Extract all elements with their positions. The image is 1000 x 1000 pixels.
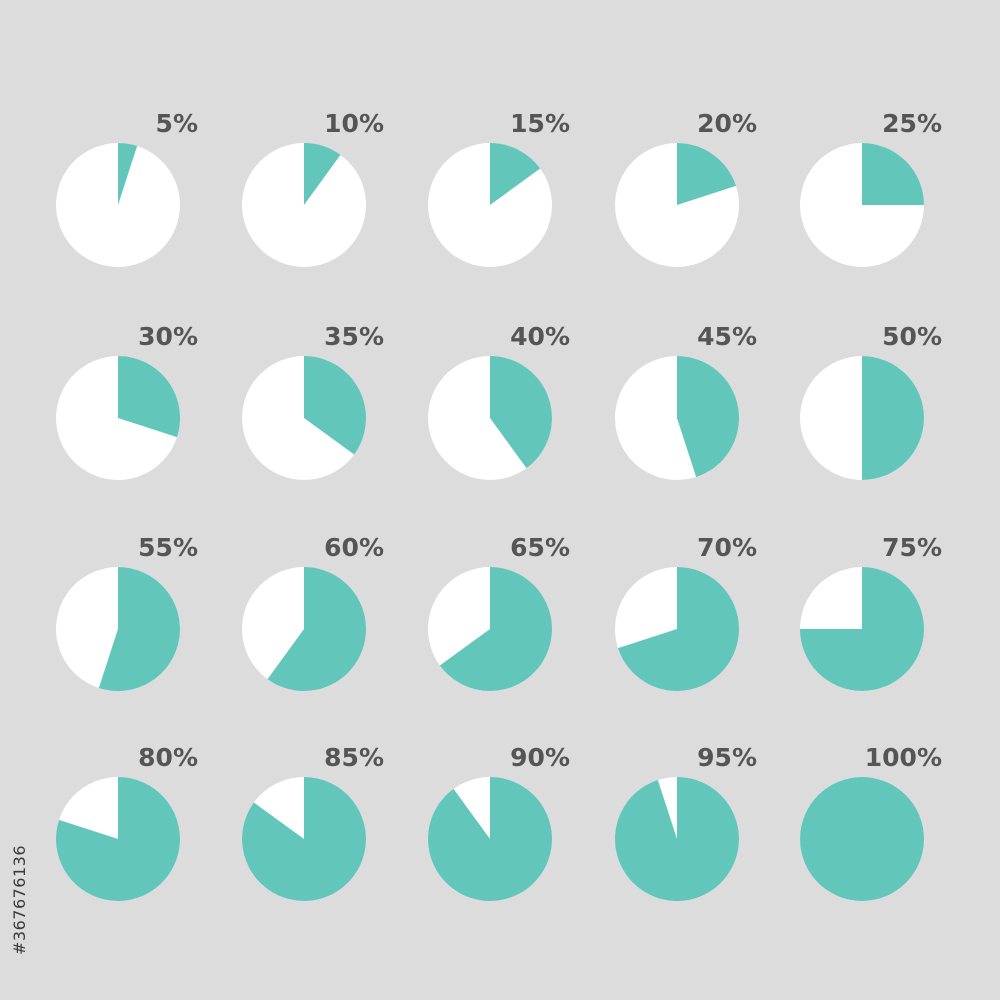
percent-label: 35% (324, 322, 384, 351)
pie-chart-65: 65% (428, 533, 570, 691)
pie-chart-20: 20% (615, 109, 757, 267)
percent-label: 55% (138, 533, 198, 562)
percent-label: 15% (510, 109, 570, 138)
pie-chart-35: 35% (242, 322, 384, 480)
pie-chart-5: 5% (56, 109, 198, 267)
percent-label: 10% (324, 109, 384, 138)
pie-filled-slice (242, 777, 367, 901)
pie-filled-slice (304, 143, 341, 205)
stock-id-watermark: #367676136 (10, 844, 29, 955)
pie-chart-45: 45% (615, 322, 757, 480)
pie-filled-slice (118, 143, 138, 205)
pie-chart-85: 85% (242, 743, 384, 901)
pie-filled-slice (800, 777, 924, 901)
pie-filled-slice (304, 356, 366, 455)
percent-label: 95% (697, 743, 757, 772)
pie-filled-slice (490, 356, 552, 469)
pie-chart-90: 90% (428, 743, 570, 901)
percent-label: 30% (138, 322, 198, 351)
pie-filled-slice (862, 143, 924, 205)
pie-filled-slice (98, 567, 180, 691)
percent-label: 60% (324, 533, 384, 562)
pie-chart-100: 100% (800, 743, 942, 901)
percent-label: 100% (865, 743, 942, 772)
pie-filled-slice (862, 356, 924, 480)
percent-label: 40% (510, 322, 570, 351)
pie-filled-slice (614, 777, 739, 902)
percent-label: 85% (324, 743, 384, 772)
percent-label: 50% (882, 322, 942, 351)
pie-chart-95: 95% (614, 743, 757, 902)
percent-label: 90% (510, 743, 570, 772)
pie-filled-slice (490, 143, 541, 205)
pie-filled-slice (618, 567, 739, 691)
pie-chart-70: 70% (615, 533, 757, 691)
pie-filled-slice (677, 355, 740, 477)
pie-chart-50: 50% (800, 322, 942, 480)
percent-label: 65% (510, 533, 570, 562)
pie-chart-80: 80% (55, 743, 198, 901)
percent-label: 80% (138, 743, 198, 772)
pie-filled-slice (428, 777, 553, 901)
percent-label: 5% (156, 109, 198, 138)
pie-filled-slice (800, 567, 924, 691)
pie-chart-25: 25% (800, 109, 942, 267)
pie-filled-slice (267, 567, 367, 692)
pie-chart-10: 10% (242, 109, 384, 267)
pie-chart-75: 75% (800, 533, 942, 691)
percent-label: 20% (697, 109, 757, 138)
pie-chart-55: 55% (56, 533, 198, 691)
pie-chart-15: 15% (428, 109, 570, 267)
percent-label: 75% (882, 533, 942, 562)
pie-filled-slice (677, 143, 736, 205)
percent-label: 45% (697, 322, 757, 351)
pie-filled-slice (118, 356, 181, 438)
pie-chart-30: 30% (56, 322, 198, 480)
pie-chart-40: 40% (428, 322, 570, 480)
pie-filled-slice (439, 567, 553, 691)
pie-charts-group: 5% 10% 15% 20% 25% 30% 35% 40% 45% 50% 55% 60% 65% 70… (55, 109, 942, 902)
percent-label: 70% (697, 533, 757, 562)
pie-filled-slice (55, 777, 180, 901)
percent-label: 25% (882, 109, 942, 138)
pie-chart-60: 60% (242, 533, 384, 692)
